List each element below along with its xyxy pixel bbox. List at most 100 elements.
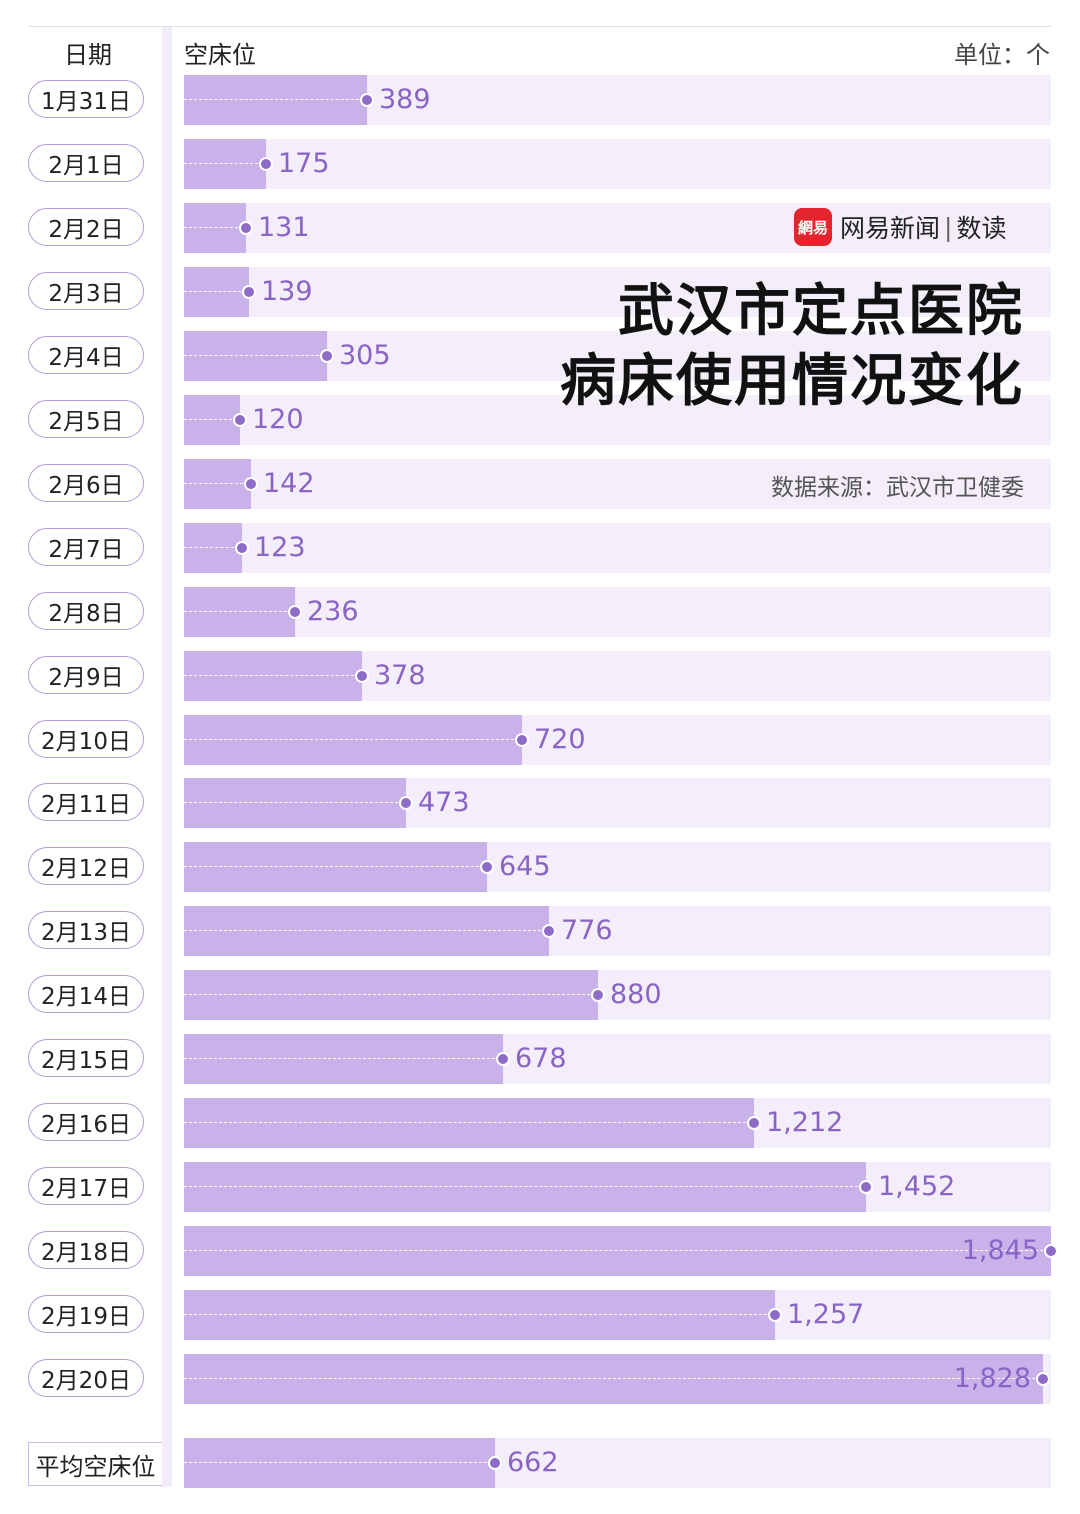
bar-value-label: 236: [307, 596, 359, 627]
bar-value-label: 1,828: [953, 1363, 1031, 1394]
date-label: 2月7日: [28, 528, 144, 566]
brand: 網易 网易新闻 | 数读: [794, 208, 1006, 246]
bar-row: 2月14日 880: [0, 970, 1080, 1020]
date-label: 2月15日: [28, 1039, 144, 1077]
bar-dash-line: [184, 802, 398, 803]
date-label: 2月4日: [28, 336, 144, 374]
bar-row: 2月1日 175: [0, 139, 1080, 189]
bar-value-label: 378: [374, 660, 426, 691]
bar: [184, 267, 249, 317]
date-label: 2月19日: [28, 1295, 144, 1333]
bar-dash-line: [184, 163, 258, 164]
bar-value-label: 131: [258, 212, 310, 243]
bar-row: 2月6日 142: [0, 459, 1080, 509]
bar-track: [184, 395, 1051, 445]
date-label: 2月6日: [28, 464, 144, 502]
netease-logo-icon: 網易: [794, 208, 832, 246]
date-label: 2月17日: [28, 1167, 144, 1205]
bar-dash-line: [184, 419, 232, 420]
bar-value-label: 1,452: [878, 1171, 956, 1202]
bar: [184, 842, 487, 892]
bar: [184, 139, 266, 189]
bar-end-dot: [747, 1116, 761, 1130]
bar-row: 2月10日 720: [0, 715, 1080, 765]
bar-value-label: 473: [418, 787, 470, 818]
bar-row: 2月18日 1,845: [0, 1226, 1080, 1276]
bar-dash-line: [184, 739, 514, 740]
bar-value-label: 305: [339, 340, 391, 371]
bar-dash-line: [184, 1250, 1043, 1251]
bar-end-dot: [399, 796, 413, 810]
column-divider: [162, 27, 172, 1487]
bar-row: 2月13日 776: [0, 906, 1080, 956]
bar: [184, 459, 251, 509]
top-rule: [28, 26, 1052, 27]
bar-value-label: 645: [499, 851, 551, 882]
bar-dash-line: [184, 99, 359, 100]
bar: [184, 906, 549, 956]
bar: [184, 523, 242, 573]
date-column-header: 日期: [64, 41, 112, 69]
bar: [184, 1162, 866, 1212]
bar-row: 1月31日 389: [0, 75, 1080, 125]
date-label: 2月16日: [28, 1103, 144, 1141]
bar-dash-line: [184, 483, 243, 484]
bar-dash-line: [184, 227, 238, 228]
bar-dash-line: [184, 1462, 487, 1463]
bar-dash-line: [184, 994, 590, 995]
bar-value-label: 776: [561, 915, 613, 946]
bar-row: 2月16日 1,212: [0, 1098, 1080, 1148]
bar-end-dot: [259, 157, 273, 171]
bar-end-dot: [239, 221, 253, 235]
bar-dash-line: [184, 675, 354, 676]
bar-track: [184, 267, 1051, 317]
bar-end-dot: [355, 669, 369, 683]
bar: [184, 395, 240, 445]
date-label: 2月5日: [28, 400, 144, 438]
bar-value-label: 175: [278, 148, 330, 179]
unit-label: 单位：个: [954, 41, 1050, 69]
bar-end-dot: [235, 541, 249, 555]
bar: [184, 1290, 775, 1340]
value-column-header: 空床位: [184, 41, 256, 69]
bar: [184, 331, 327, 381]
bar-dash-line: [184, 930, 541, 931]
data-source: 数据来源：武汉市卫健委: [771, 475, 1024, 501]
bar: [184, 715, 522, 765]
bar-end-dot: [859, 1180, 873, 1194]
bar-dash-line: [184, 547, 234, 548]
bar-value-label: 1,257: [787, 1299, 865, 1330]
bar-row: 2月15日 678: [0, 1034, 1080, 1084]
bar-end-dot: [244, 477, 258, 491]
date-label: 2月11日: [28, 783, 144, 821]
bar-end-dot: [242, 285, 256, 299]
bar-row: 2月2日 131: [0, 203, 1080, 253]
bar-end-dot: [360, 93, 374, 107]
bar-value-label: 678: [515, 1043, 567, 1074]
bar: [184, 1098, 754, 1148]
bar-dash-line: [184, 291, 241, 292]
date-label: 1月31日: [28, 80, 144, 118]
bar: [184, 778, 406, 828]
bar-value-label: 120: [252, 404, 304, 435]
average-value-label: 662: [507, 1447, 559, 1478]
bar-value-label: 389: [379, 84, 431, 115]
bar-end-dot: [1036, 1372, 1050, 1386]
chart-title-line1: 武汉市定点医院: [618, 279, 1024, 344]
bar-row: 2月17日 1,452: [0, 1162, 1080, 1212]
bar-row: 2月8日 236: [0, 587, 1080, 637]
bar-value-label: 123: [254, 532, 306, 563]
date-label: 2月1日: [28, 144, 144, 182]
bar-end-dot: [233, 413, 247, 427]
date-label: 2月20日: [28, 1359, 144, 1397]
bar: [184, 203, 246, 253]
bar-end-dot: [480, 860, 494, 874]
bar: [184, 1354, 1043, 1404]
bar-dash-line: [184, 355, 319, 356]
chart-title-line2: 病床使用情况变化: [560, 349, 1024, 414]
bar-value-label: 142: [263, 468, 315, 499]
average-label: 平均空床位: [28, 1442, 162, 1486]
date-label: 2月14日: [28, 975, 144, 1013]
bar-row: 2月9日 378: [0, 651, 1080, 701]
bar-end-dot: [488, 1456, 502, 1470]
